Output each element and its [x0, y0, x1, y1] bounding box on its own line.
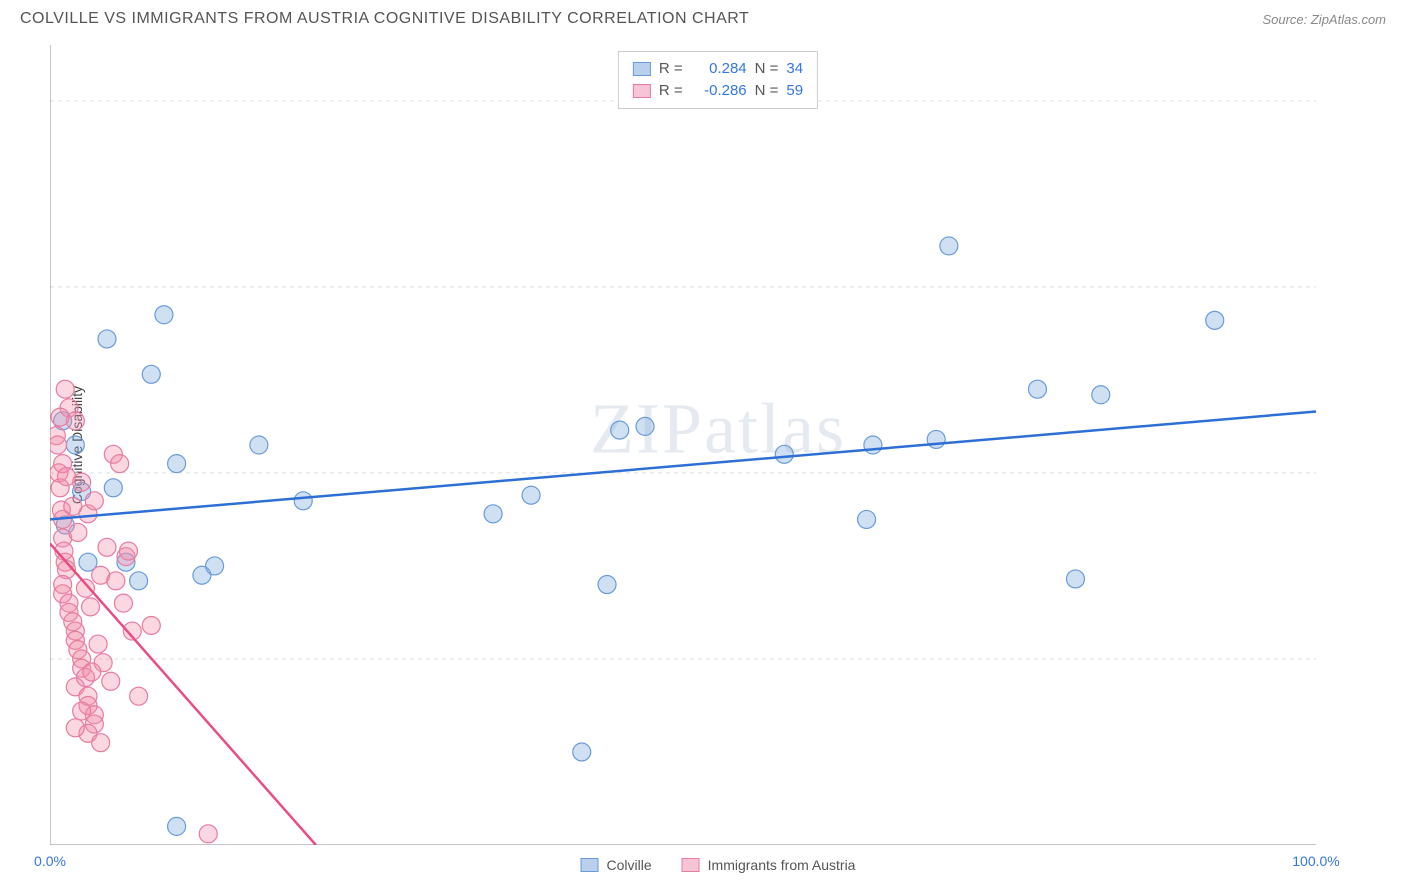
r-label: R =: [659, 58, 683, 80]
legend-row-series-1: R = 0.284 N = 34: [633, 58, 803, 80]
r-value-2: -0.286: [691, 80, 747, 102]
r-label: R =: [659, 80, 683, 102]
correlation-legend: R = 0.284 N = 34 R = -0.286 N = 59: [618, 51, 818, 109]
legend-swatch-bottom-1: [581, 858, 599, 872]
series-legend: Colville Immigrants from Austria: [581, 857, 856, 873]
legend-item-1: Colville: [581, 857, 652, 873]
chart-header: COLVILLE VS IMMIGRANTS FROM AUSTRIA COGN…: [0, 0, 1406, 28]
legend-swatch-2: [633, 84, 651, 98]
x-tick-label: 100.0%: [1292, 853, 1339, 869]
legend-label-1: Colville: [607, 857, 652, 873]
n-value-1: 34: [786, 58, 803, 80]
chart-title: COLVILLE VS IMMIGRANTS FROM AUSTRIA COGN…: [20, 10, 749, 28]
legend-label-2: Immigrants from Austria: [708, 857, 856, 873]
source-label: Source: ZipAtlas.com: [1262, 12, 1386, 27]
legend-swatch-bottom-2: [682, 858, 700, 872]
r-value-1: 0.284: [691, 58, 747, 80]
x-tick-label: 0.0%: [34, 853, 66, 869]
legend-row-series-2: R = -0.286 N = 59: [633, 80, 803, 102]
n-label: N =: [755, 58, 779, 80]
legend-swatch-1: [633, 62, 651, 76]
scatter-plot-svg: [50, 45, 1386, 845]
legend-item-2: Immigrants from Austria: [682, 857, 856, 873]
n-value-2: 59: [786, 80, 803, 102]
chart-container: Cognitive Disability ZIPatlas R = 0.284 …: [50, 45, 1386, 845]
n-label: N =: [755, 80, 779, 102]
